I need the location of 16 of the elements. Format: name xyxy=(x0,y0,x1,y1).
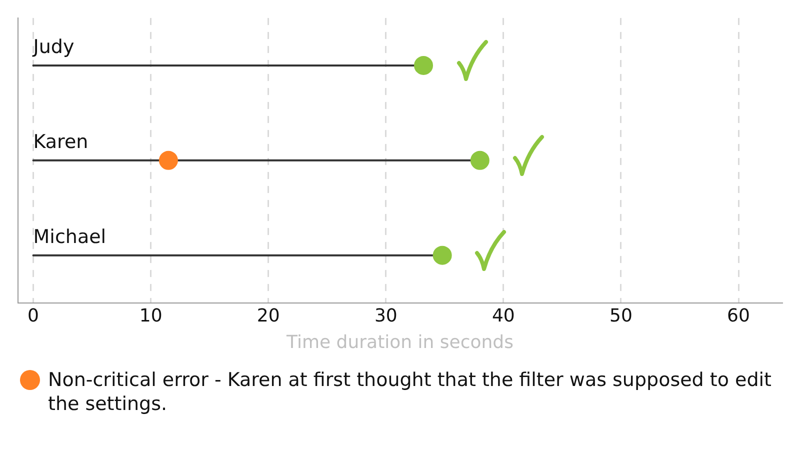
x-axis-title: Time duration in seconds xyxy=(286,332,514,353)
point xyxy=(470,150,490,170)
point xyxy=(158,150,178,170)
x-tick-label: 30 xyxy=(374,305,398,326)
x-tick-label: 40 xyxy=(492,305,515,326)
point xyxy=(414,56,434,75)
legend-label: Non-critical error - Karen at first thought that the filter was supposed to edit the settings. xyxy=(48,368,772,416)
y-tick-label: Michael xyxy=(33,226,106,248)
x-tick-label: 60 xyxy=(727,305,750,326)
x-tick-label: 50 xyxy=(610,305,632,326)
x-tick-label: 0 xyxy=(28,305,40,326)
y-tick-label: Karen xyxy=(33,130,88,153)
y-tick-label: Judy xyxy=(32,36,74,58)
x-tick-label: 20 xyxy=(256,305,280,326)
point xyxy=(432,246,452,265)
x-tick-label: 10 xyxy=(139,305,162,326)
